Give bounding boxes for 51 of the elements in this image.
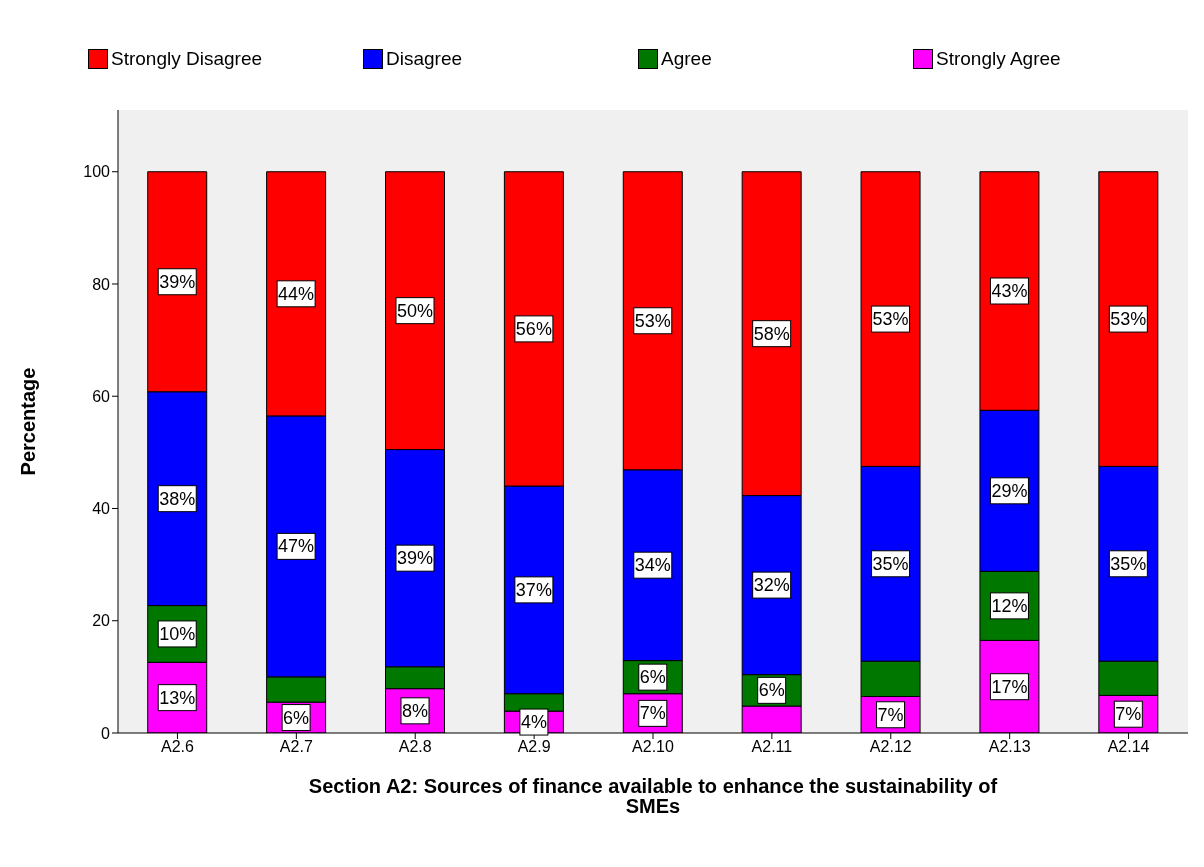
x-tick-label: A2.13 (988, 738, 1031, 756)
data-label: 50% (396, 300, 434, 321)
data-label: 35% (1110, 553, 1147, 574)
data-label: 53% (872, 309, 909, 330)
legend-label: Strongly Agree (936, 48, 1061, 70)
x-tick-label: A2.11 (751, 738, 793, 756)
data-label: 6% (283, 707, 310, 728)
legend-label: Disagree (386, 48, 463, 70)
data-label: 47% (278, 536, 315, 557)
y-tick-label: 0 (101, 724, 111, 742)
data-label: 17% (991, 676, 1028, 697)
data-label: 35% (872, 553, 909, 574)
data-label: 12% (991, 595, 1028, 616)
data-label: 53% (634, 310, 671, 331)
data-label: 7% (639, 703, 666, 724)
data-label: 34% (634, 555, 671, 576)
data-label: 58% (753, 323, 790, 344)
data-label: 53% (1110, 309, 1147, 330)
legend-label: Strongly Disagree (111, 48, 263, 70)
data-label: 7% (877, 704, 904, 725)
x-tick-label: A2.7 (279, 738, 313, 756)
x-tick-label: A2.14 (1107, 738, 1150, 756)
data-label: 13% (159, 687, 196, 708)
y-tick-label: 100 (83, 163, 111, 181)
data-label: 29% (991, 480, 1028, 501)
data-label: 6% (758, 680, 785, 701)
data-label: 38% (159, 488, 196, 509)
x-tick-label: A2.8 (398, 738, 432, 756)
data-label: 10% (159, 623, 196, 644)
y-tick-label: 60 (92, 387, 111, 405)
y-tick-label: 80 (92, 275, 111, 293)
data-label: 43% (991, 281, 1028, 302)
data-label: 6% (639, 667, 666, 688)
x-tick-label: A2.6 (160, 738, 194, 756)
y-tick-label: 40 (92, 500, 111, 518)
data-label: 37% (515, 579, 552, 600)
x-tick-label: A2.9 (517, 738, 551, 756)
data-label: 8% (401, 700, 429, 721)
x-tick-label: A2.12 (869, 738, 912, 756)
data-label: 39% (396, 548, 434, 569)
data-label: 4% (520, 712, 547, 733)
data-label: 44% (278, 283, 315, 304)
x-tick-label: A2.10 (632, 738, 675, 756)
x-axis-title: Section A2: Sources of finance available to enhance the sustainability of SMEs (308, 775, 998, 817)
data-label: 32% (753, 575, 790, 596)
data-label: 7% (1115, 704, 1142, 725)
y-tick-label: 20 (92, 612, 111, 630)
legend-label: Agree (661, 48, 712, 70)
y-axis-title: Percentage (17, 367, 40, 476)
data-label: 39% (159, 271, 196, 292)
data-label: 56% (515, 318, 552, 339)
